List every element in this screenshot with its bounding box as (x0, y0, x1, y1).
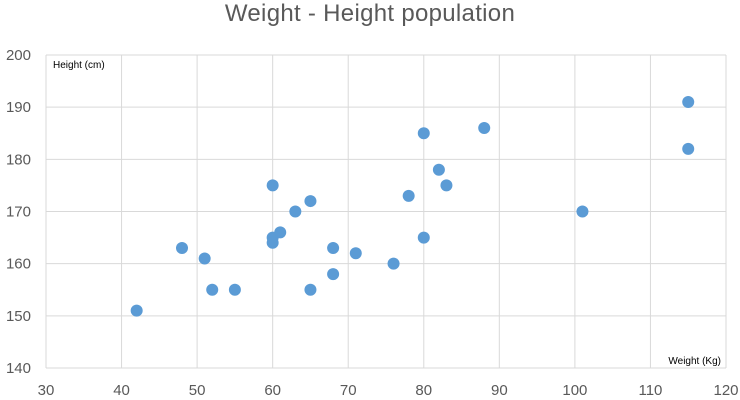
y-tick-label: 150 (6, 308, 31, 325)
data-point (417, 231, 430, 244)
data-point (387, 257, 400, 270)
data-point (304, 283, 317, 296)
data-point (682, 95, 695, 108)
chart-title: Weight - Height population (224, 0, 516, 27)
y-tick-label: 200 (6, 47, 31, 64)
y-axis-label: Height (cm) (53, 60, 105, 71)
data-point (176, 242, 188, 255)
data-point (432, 163, 445, 176)
data-point (327, 242, 340, 255)
data-point (304, 195, 317, 208)
data-point (402, 189, 415, 202)
x-tick-label: 70 (340, 382, 357, 399)
data-point (198, 252, 211, 265)
data-points (130, 95, 695, 317)
data-point (417, 127, 430, 140)
x-axis-label: Weight (Kg) (668, 356, 721, 367)
data-point (440, 179, 453, 192)
y-tick-label: 170 (6, 204, 31, 221)
grid-lines (45, 54, 727, 369)
x-tick-label: 100 (562, 382, 587, 399)
y-tick-label: 180 (6, 151, 31, 168)
data-point (289, 205, 302, 218)
x-tick-label: 50 (189, 382, 206, 399)
y-tick-label: 160 (6, 256, 31, 273)
y-axis-ticks: 140 150 160 170 180 190 200 (6, 47, 31, 377)
x-tick-label: 110 (638, 382, 662, 399)
data-point (130, 304, 143, 317)
data-point (266, 179, 279, 192)
x-tick-label: 40 (113, 382, 130, 399)
data-point (327, 268, 340, 281)
y-tick-label: 140 (6, 360, 31, 377)
data-point (576, 205, 589, 218)
data-point (228, 283, 241, 296)
data-point (274, 226, 287, 239)
x-tick-label: 60 (264, 382, 281, 399)
data-point (349, 247, 362, 260)
x-tick-label: 80 (415, 382, 432, 399)
y-tick-label: 190 (6, 99, 31, 116)
data-point (206, 283, 219, 296)
data-point (682, 142, 695, 155)
x-axis-ticks: 30 40 50 60 70 80 90 100 110 120 (38, 382, 739, 399)
data-point (478, 122, 491, 135)
x-tick-label: 120 (713, 382, 738, 399)
data-point (266, 236, 279, 249)
x-tick-label: 30 (38, 382, 55, 399)
x-tick-label: 90 (491, 382, 508, 399)
